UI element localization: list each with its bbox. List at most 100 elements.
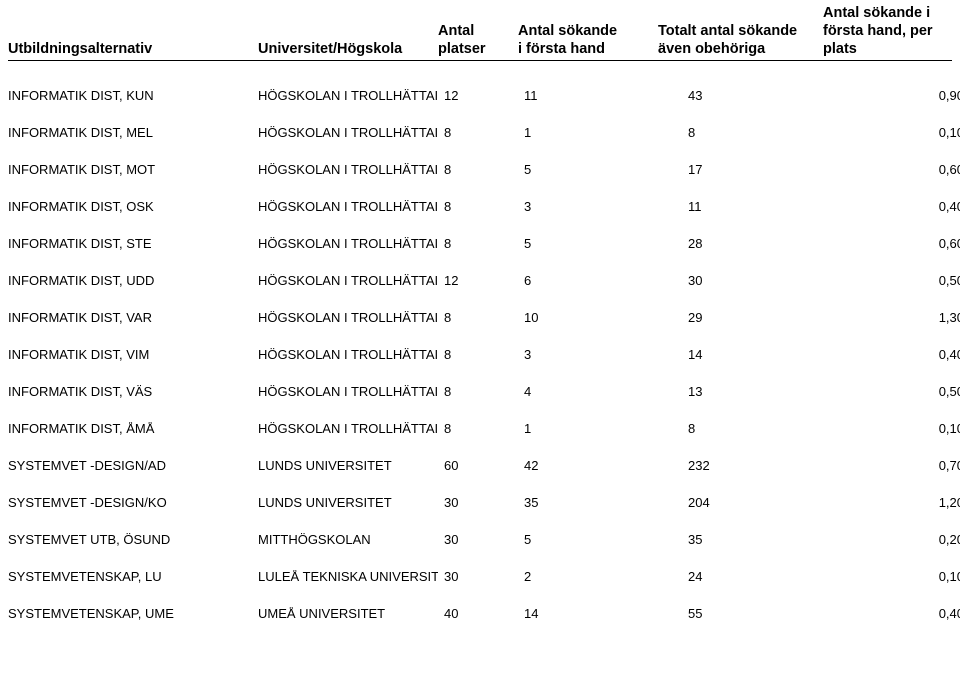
table-row: SYSTEMVET -DESIGN/ADLUNDS UNIVERSITET604… [8, 441, 952, 478]
table-row: SYSTEMVET -DESIGN/KOLUNDS UNIVERSITET303… [8, 478, 952, 515]
cell-per-plats: 0,70 [823, 459, 960, 472]
cell-antal-sokande-forsta: 1 [518, 422, 658, 435]
cell-antal-platser: 30 [438, 570, 518, 583]
cell-per-plats: 1,30 [823, 311, 960, 324]
cell-antal-platser: 8 [438, 126, 518, 139]
cell-per-plats: 0,60 [823, 163, 960, 176]
cell-universitet: HÖGSKOLAN I TROLLHÄTTAI [258, 274, 438, 287]
cell-antal-platser: 12 [438, 89, 518, 102]
cell-utbildningsalternativ: INFORMATIK DIST, STE [8, 237, 258, 250]
cell-per-plats: 0,10 [823, 570, 960, 583]
cell-totalt-antal-sokande: 232 [658, 459, 823, 472]
header-per-plats: Antal sökande iförsta hand, per plats [823, 4, 960, 58]
page: Utbildningsalternativ Universitet/Högsko… [0, 0, 960, 638]
header-antal-sokande-forsta: Antal sökandei första hand [518, 22, 658, 58]
cell-totalt-antal-sokande: 8 [658, 126, 823, 139]
cell-antal-platser: 8 [438, 422, 518, 435]
cell-antal-sokande-forsta: 2 [518, 570, 658, 583]
cell-totalt-antal-sokande: 35 [658, 533, 823, 546]
cell-utbildningsalternativ: INFORMATIK DIST, MEL [8, 126, 258, 139]
header-label: Antal sökande iförsta hand, per plats [823, 5, 933, 57]
cell-per-plats: 0,60 [823, 237, 960, 250]
cell-per-plats: 0,10 [823, 126, 960, 139]
header-label: Antal sökandei första hand [518, 23, 617, 57]
cell-antal-sokande-forsta: 1 [518, 126, 658, 139]
cell-universitet: HÖGSKOLAN I TROLLHÄTTAI [258, 422, 438, 435]
cell-universitet: HÖGSKOLAN I TROLLHÄTTAI [258, 237, 438, 250]
cell-antal-platser: 8 [438, 311, 518, 324]
cell-totalt-antal-sokande: 204 [658, 496, 823, 509]
cell-totalt-antal-sokande: 29 [658, 311, 823, 324]
cell-utbildningsalternativ: INFORMATIK DIST, MOT [8, 163, 258, 176]
cell-antal-sokande-forsta: 3 [518, 348, 658, 361]
cell-per-plats: 0,40 [823, 200, 960, 213]
cell-universitet: UMEÅ UNIVERSITET [258, 607, 438, 620]
cell-antal-platser: 60 [438, 459, 518, 472]
cell-universitet: MITTHÖGSKOLAN [258, 533, 438, 546]
header-label: Antalplatser [438, 23, 486, 57]
cell-antal-platser: 12 [438, 274, 518, 287]
cell-antal-sokande-forsta: 3 [518, 200, 658, 213]
cell-antal-sokande-forsta: 5 [518, 533, 658, 546]
table-row: INFORMATIK DIST, VARHÖGSKOLAN I TROLLHÄT… [8, 293, 952, 330]
cell-per-plats: 0,20 [823, 533, 960, 546]
cell-per-plats: 0,50 [823, 385, 960, 398]
cell-antal-platser: 8 [438, 200, 518, 213]
cell-antal-platser: 8 [438, 348, 518, 361]
cell-antal-sokande-forsta: 11 [518, 89, 658, 102]
cell-totalt-antal-sokande: 24 [658, 570, 823, 583]
cell-universitet: LUNDS UNIVERSITET [258, 496, 438, 509]
table-row: INFORMATIK DIST, VIMHÖGSKOLAN I TROLLHÄT… [8, 330, 952, 367]
header-totalt-antal-sokande: Totalt antal sökandeäven obehöriga [658, 22, 823, 58]
cell-universitet: HÖGSKOLAN I TROLLHÄTTAI [258, 348, 438, 361]
cell-per-plats: 0,90 [823, 89, 960, 102]
cell-utbildningsalternativ: INFORMATIK DIST, UDD [8, 274, 258, 287]
table-row: INFORMATIK DIST, STEHÖGSKOLAN I TROLLHÄT… [8, 219, 952, 256]
cell-antal-sokande-forsta: 5 [518, 163, 658, 176]
cell-universitet: LUNDS UNIVERSITET [258, 459, 438, 472]
cell-universitet: HÖGSKOLAN I TROLLHÄTTAI [258, 89, 438, 102]
cell-utbildningsalternativ: SYSTEMVET -DESIGN/AD [8, 459, 258, 472]
cell-antal-platser: 40 [438, 607, 518, 620]
cell-universitet: HÖGSKOLAN I TROLLHÄTTAI [258, 163, 438, 176]
header-utbildningsalternativ: Utbildningsalternativ [8, 40, 258, 58]
cell-antal-sokande-forsta: 10 [518, 311, 658, 324]
cell-universitet: HÖGSKOLAN I TROLLHÄTTAI [258, 200, 438, 213]
cell-totalt-antal-sokande: 43 [658, 89, 823, 102]
table-row: INFORMATIK DIST, ÅMÅHÖGSKOLAN I TROLLHÄT… [8, 404, 952, 441]
table-row: INFORMATIK DIST, OSKHÖGSKOLAN I TROLLHÄT… [8, 182, 952, 219]
header-label: Totalt antal sökandeäven obehöriga [658, 23, 797, 57]
table-row: INFORMATIK DIST, VÄSHÖGSKOLAN I TROLLHÄT… [8, 367, 952, 404]
cell-universitet: HÖGSKOLAN I TROLLHÄTTAI [258, 126, 438, 139]
cell-universitet: HÖGSKOLAN I TROLLHÄTTAI [258, 385, 438, 398]
header-label: Utbildningsalternativ [8, 40, 152, 58]
cell-antal-sokande-forsta: 6 [518, 274, 658, 287]
cell-antal-platser: 8 [438, 385, 518, 398]
cell-per-plats: 0,40 [823, 348, 960, 361]
header-antal-platser: Antalplatser [438, 22, 518, 58]
table-row: SYSTEMVET UTB, ÖSUNDMITTHÖGSKOLAN305350,… [8, 515, 952, 552]
cell-antal-sokande-forsta: 35 [518, 496, 658, 509]
table-row: SYSTEMVETENSKAP, LULULEÅ TEKNISKA UNIVER… [8, 552, 952, 589]
cell-antal-platser: 30 [438, 533, 518, 546]
cell-antal-platser: 30 [438, 496, 518, 509]
cell-totalt-antal-sokande: 28 [658, 237, 823, 250]
cell-universitet: HÖGSKOLAN I TROLLHÄTTAI [258, 311, 438, 324]
table-row: INFORMATIK DIST, MOTHÖGSKOLAN I TROLLHÄT… [8, 145, 952, 182]
cell-antal-sokande-forsta: 14 [518, 607, 658, 620]
cell-antal-sokande-forsta: 4 [518, 385, 658, 398]
cell-totalt-antal-sokande: 13 [658, 385, 823, 398]
table-header-row: Utbildningsalternativ Universitet/Högsko… [8, 4, 952, 61]
cell-per-plats: 0,40 [823, 607, 960, 620]
cell-totalt-antal-sokande: 14 [658, 348, 823, 361]
cell-utbildningsalternativ: INFORMATIK DIST, KUN [8, 89, 258, 102]
cell-utbildningsalternativ: INFORMATIK DIST, VIM [8, 348, 258, 361]
table-row: SYSTEMVETENSKAP, UMEUMEÅ UNIVERSITET4014… [8, 589, 952, 626]
cell-antal-sokande-forsta: 42 [518, 459, 658, 472]
cell-utbildningsalternativ: INFORMATIK DIST, VAR [8, 311, 258, 324]
cell-utbildningsalternativ: SYSTEMVET -DESIGN/KO [8, 496, 258, 509]
cell-utbildningsalternativ: INFORMATIK DIST, ÅMÅ [8, 422, 258, 435]
cell-totalt-antal-sokande: 11 [658, 200, 823, 213]
table-body: INFORMATIK DIST, KUNHÖGSKOLAN I TROLLHÄT… [8, 61, 952, 626]
cell-totalt-antal-sokande: 8 [658, 422, 823, 435]
